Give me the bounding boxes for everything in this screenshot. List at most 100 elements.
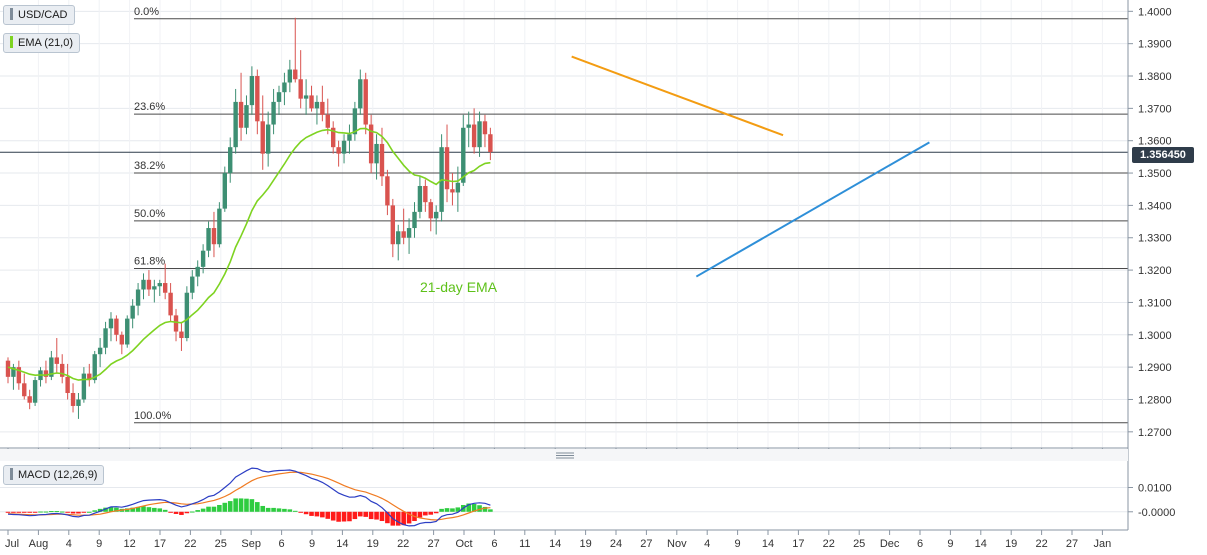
fibonacci-levels: 0.0% 23.6% 38.2% 50.0% 61.8% 100.0% bbox=[0, 6, 1128, 424]
macd-histogram-bar bbox=[379, 511, 385, 522]
candle-body bbox=[276, 92, 282, 102]
candle-body bbox=[336, 147, 341, 154]
macd-histogram-bar bbox=[260, 505, 266, 512]
candle-body bbox=[70, 393, 76, 406]
symbol-legend[interactable]: USD/CAD bbox=[3, 5, 75, 25]
macd-histogram-bar bbox=[179, 511, 184, 515]
candle-body bbox=[179, 331, 184, 339]
time-tick-label: Jan bbox=[1094, 538, 1112, 550]
macd-histogram-bar bbox=[282, 508, 287, 512]
macd-swatch bbox=[10, 468, 13, 480]
macd-histogram-bar bbox=[211, 506, 217, 512]
candle-body bbox=[97, 347, 103, 355]
candle-body bbox=[228, 147, 233, 174]
candle-body bbox=[184, 292, 190, 339]
price-tick-label: 1.2900 bbox=[1138, 362, 1172, 374]
time-tick-label: 25 bbox=[853, 538, 865, 550]
macd-histogram-bar bbox=[59, 511, 65, 513]
macd-histogram-bar bbox=[303, 511, 309, 515]
price-grid bbox=[0, 0, 1128, 448]
price-tick-label: 1.3100 bbox=[1138, 297, 1172, 309]
candle-body bbox=[320, 101, 325, 115]
fib-label: 100.0% bbox=[134, 410, 172, 422]
macd-histogram-bar bbox=[255, 502, 260, 512]
price-tick-label: 1.3500 bbox=[1138, 168, 1172, 180]
candle-body bbox=[260, 121, 265, 154]
macd-histogram-bar bbox=[249, 499, 255, 512]
macd-histogram-bar bbox=[70, 511, 76, 514]
macd-histogram-bar bbox=[488, 509, 493, 512]
macd-histogram-bar bbox=[32, 511, 38, 513]
candle-body bbox=[130, 305, 135, 319]
candle-body bbox=[65, 376, 70, 394]
candle-body bbox=[11, 367, 16, 377]
macd-legend[interactable]: MACD (12,26,9) bbox=[3, 465, 105, 485]
candle-body bbox=[287, 69, 293, 83]
trendlines bbox=[571, 55, 930, 278]
macd-axis[interactable]: 0.0100 -0.0000 bbox=[1128, 483, 1175, 519]
macd-histogram-bar bbox=[395, 511, 401, 526]
macd-histogram-bar bbox=[227, 501, 233, 512]
time-axis[interactable]: Jul Aug 4 9 12 17 22 25 Sep 6 9 14 19 22 27 Oct 6 11 14 19 2… bbox=[5, 448, 1111, 550]
macd-histogram-bar bbox=[428, 511, 434, 515]
time-tick-label: 6 bbox=[917, 538, 923, 550]
candle-body bbox=[16, 367, 22, 384]
macd-histogram-bar bbox=[27, 511, 32, 513]
candle-body bbox=[433, 211, 439, 219]
macd-histogram-bar bbox=[162, 509, 168, 512]
macd-histogram-bar bbox=[130, 507, 135, 512]
ema-swatch bbox=[10, 36, 13, 48]
time-tick-label: Jul bbox=[5, 538, 19, 550]
candle-body bbox=[206, 228, 211, 251]
candle-body bbox=[43, 370, 49, 377]
macd-histogram-bar bbox=[114, 507, 119, 512]
macd-histogram-bar bbox=[5, 511, 11, 513]
time-tick-label: 6 bbox=[491, 538, 497, 550]
candle-body bbox=[417, 185, 423, 212]
candle-body bbox=[293, 69, 298, 80]
price-tick-label: 1.3800 bbox=[1138, 71, 1172, 83]
price-tick-label: 1.2700 bbox=[1138, 427, 1172, 439]
time-tick-label: 19 bbox=[579, 538, 591, 550]
candle-body bbox=[195, 266, 200, 277]
macd-histogram-bar bbox=[173, 511, 179, 514]
macd-histogram-bar bbox=[276, 508, 282, 512]
macd-histogram-bar bbox=[433, 511, 439, 514]
macd-histogram-bar bbox=[347, 511, 352, 522]
candle-body bbox=[352, 108, 358, 135]
candle-body bbox=[255, 76, 260, 122]
candle-body bbox=[244, 105, 249, 128]
panel-frame bbox=[0, 0, 1129, 531]
time-tick-label: 19 bbox=[1005, 538, 1017, 550]
macd-histogram-bar bbox=[97, 508, 103, 512]
candle-body bbox=[325, 114, 330, 128]
time-tick-label: 12 bbox=[123, 538, 135, 550]
time-tick-label: Dec bbox=[880, 538, 900, 550]
candle-body bbox=[466, 124, 471, 128]
symbol-label: USD/CAD bbox=[18, 9, 68, 21]
candle-body bbox=[152, 286, 157, 290]
macd-histogram-bar bbox=[406, 511, 412, 524]
macd-tick-label: 0.0100 bbox=[1138, 483, 1172, 495]
macd-histogram-bar bbox=[336, 511, 341, 522]
price-tick-label: 1.3900 bbox=[1138, 39, 1172, 51]
candle-body bbox=[347, 134, 352, 141]
macd-tick-label: -0.0000 bbox=[1138, 507, 1175, 519]
candle-body bbox=[309, 95, 314, 109]
macd-histogram-bar bbox=[92, 510, 98, 512]
candle-body bbox=[27, 396, 32, 403]
ema-legend[interactable]: EMA (21,0) bbox=[3, 33, 81, 53]
resistance-trendline bbox=[571, 55, 784, 137]
time-tick-label: 6 bbox=[279, 538, 285, 550]
candle-body bbox=[396, 231, 401, 245]
candle-body bbox=[401, 231, 406, 238]
time-tick-label: Oct bbox=[455, 538, 472, 550]
candle-body bbox=[92, 354, 97, 381]
macd-histogram-bar bbox=[222, 502, 228, 512]
candle-body bbox=[119, 334, 125, 345]
macd-histogram-bar bbox=[87, 511, 92, 513]
candle-body bbox=[54, 357, 59, 364]
macd-histogram-bar bbox=[341, 511, 347, 522]
time-tick-label: 14 bbox=[336, 538, 348, 550]
price-axis[interactable]: 1.2700 1.2800 1.2900 1.3000 1.3100 1.3200 1.33… bbox=[1128, 6, 1172, 439]
